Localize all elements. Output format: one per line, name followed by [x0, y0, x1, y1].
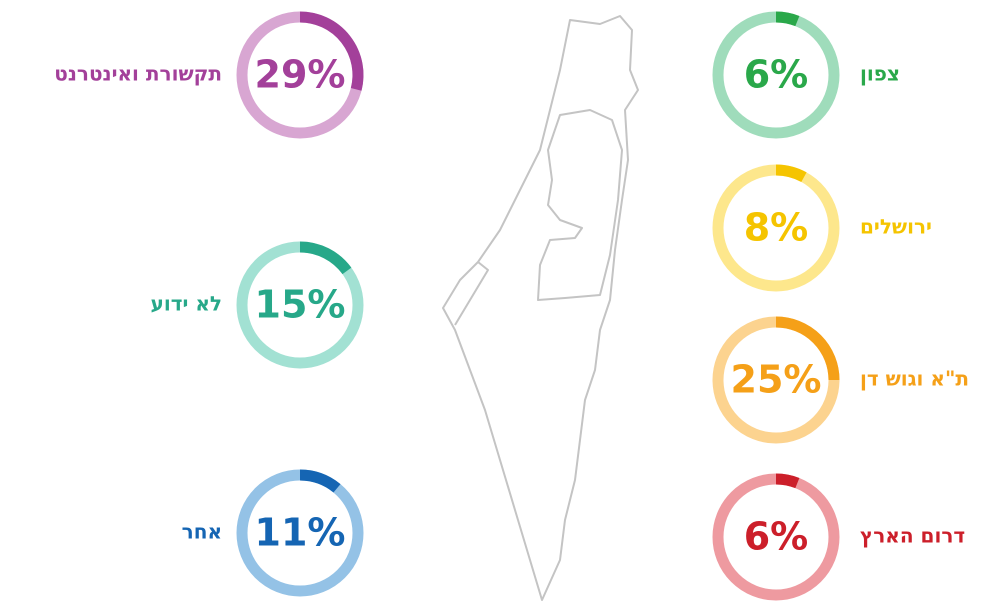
value-label: 6%: [744, 53, 809, 97]
ring-arc: [775, 473, 800, 489]
category-label: צפון: [860, 62, 900, 86]
category-label: ת"א וגוש דן: [860, 367, 969, 391]
category-label: אחר: [182, 520, 222, 544]
value-label: 25%: [731, 358, 822, 402]
value-label: 6%: [744, 515, 809, 559]
ring-arc: [299, 11, 364, 91]
value-label: 8%: [744, 206, 809, 250]
ring-arc: [299, 241, 352, 275]
ring-arc: [775, 316, 840, 381]
ring-arc: [299, 469, 341, 493]
category-label: תקשורת ואינטרנט: [54, 62, 222, 86]
region-outline: [454, 261, 489, 326]
category-label: דרום הארץ: [860, 524, 965, 548]
category-label: ירושלים: [860, 215, 932, 239]
value-label: 11%: [255, 511, 346, 555]
ring-arc: [775, 164, 807, 183]
value-label: 29%: [255, 53, 346, 97]
map-outline: [442, 15, 639, 601]
region-outline: [537, 109, 623, 301]
category-label: לא ידוע: [151, 292, 222, 316]
ring-arc: [775, 11, 800, 27]
value-label: 15%: [255, 283, 346, 327]
